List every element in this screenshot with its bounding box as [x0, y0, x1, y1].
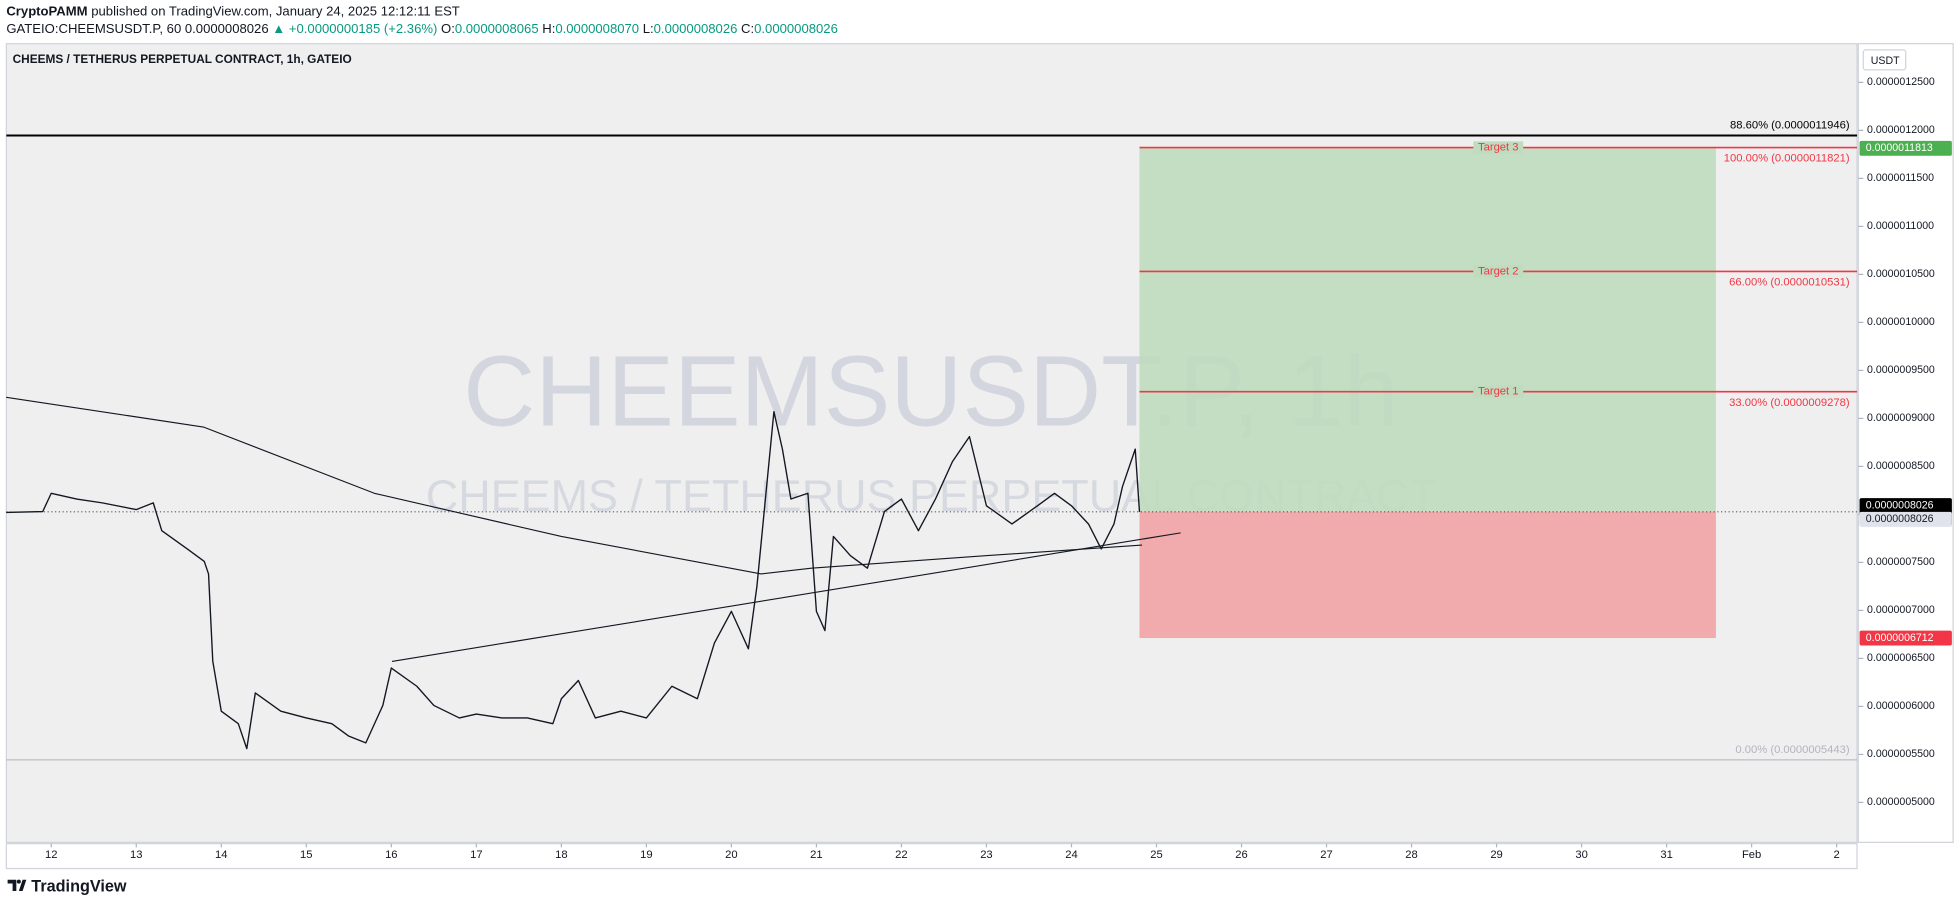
y-tick-label: 0.0000007500 [1867, 556, 1935, 568]
x-tick-label: 2 [1834, 849, 1840, 861]
y-tick-label: 0.0000012000 [1867, 124, 1935, 136]
x-tick-label: Feb [1742, 849, 1761, 861]
trend-line [391, 532, 1181, 662]
x-tick-label: 29 [1490, 849, 1502, 861]
target-label: 100.00% (0.0000011821) [1724, 153, 1850, 165]
y-tick-label: 0.0000011500 [1867, 172, 1934, 184]
y-tick-label: 0.0000005000 [1867, 796, 1935, 808]
x-tick-label: 21 [810, 849, 822, 861]
fib-level-label: 0.00% (0.0000005443) [1735, 744, 1849, 756]
price-tag-label: 0.0000008026 [1866, 499, 1934, 511]
target-label-bg [1473, 385, 1524, 398]
y-tick-label: 0.0000012500 [1867, 76, 1935, 88]
footer-brand: TradingView [31, 878, 127, 896]
x-tick-label: 16 [385, 849, 397, 861]
footer: TradingView [7, 878, 127, 896]
target-name: Target 3 [1478, 142, 1519, 154]
target-label: 33.00% (0.0000009278) [1729, 397, 1850, 409]
loss-zone [1139, 511, 1716, 639]
chart-title: CHEEMS / TETHERUS PERPETUAL CONTRACT, 1h… [13, 52, 352, 66]
price-tag-label: 0.0000011813 [1866, 142, 1933, 154]
y-tick-label: 0.0000005500 [1867, 748, 1935, 760]
x-tick-label: 17 [470, 849, 482, 861]
target-label-bg [1473, 265, 1524, 278]
price-axis [1857, 43, 1954, 843]
logo [7, 879, 27, 892]
plot-layer: 0.0000005000 0.0000005500 0.0000006000 0.00… [6, 76, 1952, 861]
target-name: Target 2 [1478, 265, 1519, 277]
price-tag [1859, 140, 1952, 156]
x-tick-label: 18 [555, 849, 567, 861]
x-tick-label: 19 [640, 849, 652, 861]
x-tick-label: 30 [1575, 849, 1587, 861]
ohlc-value: 0.0000008065 [455, 21, 539, 36]
y-tick-label: 0.0000010000 [1867, 316, 1935, 328]
y-tick-label: 0.0000010500 [1867, 268, 1935, 280]
x-tick-label: 14 [215, 849, 227, 861]
header-line: CryptoPAMM published on TradingView.com,… [6, 4, 459, 19]
x-tick-label: 28 [1405, 849, 1417, 861]
y-tick-label: 0.0000006500 [1867, 652, 1935, 664]
author: CryptoPAMM [6, 4, 87, 19]
currency: USDT [1871, 55, 1900, 67]
target-label-bg [1473, 141, 1524, 154]
price-tag-label: 0.0000006712 [1866, 632, 1934, 644]
price-tag [1859, 630, 1952, 646]
ohlc-value: 0.0000008070 [555, 21, 639, 36]
ohlc-label: H: [542, 21, 555, 36]
x-tick-label: 26 [1235, 849, 1247, 861]
ohlc-value: 0.0000008026 [754, 21, 838, 36]
ohlc-value: 0.0000008026 [654, 21, 738, 36]
logo [16, 879, 21, 884]
x-tick-label: 13 [130, 849, 142, 861]
time-axis [5, 842, 1858, 870]
y-tick-label: 0.0000006000 [1867, 700, 1935, 712]
x-tick-label: 15 [300, 849, 312, 861]
x-tick-label: 24 [1065, 849, 1077, 861]
y-tick-label: 0.0000009000 [1867, 412, 1935, 424]
price-tag-label: 0.0000008026 [1866, 513, 1934, 525]
change: ▲ +0.0000000185 (+2.36%) [272, 21, 437, 36]
x-tick-label: 31 [1660, 849, 1672, 861]
y-tick-label: 0.0000009500 [1867, 364, 1935, 376]
target-name: Target 1 [1478, 386, 1519, 398]
x-tick-label: 23 [980, 849, 992, 861]
profit-zone [1139, 147, 1716, 512]
target-label: 66.00% (0.0000010531) [1729, 277, 1850, 289]
moving-average [6, 396, 1143, 575]
ohlc-label: L: [643, 21, 654, 36]
price-tag [1859, 511, 1952, 527]
x-tick-label: 22 [895, 849, 907, 861]
x-tick-label: 12 [45, 849, 57, 861]
x-tick-label: 25 [1150, 849, 1162, 861]
symbol-line: GATEIO:CHEEMSUSDT.P, 60 0.0000008026 ▲ +… [6, 21, 838, 36]
symbol: GATEIO:CHEEMSUSDT.P, 60 [6, 21, 181, 36]
last-price: 0.0000008026 [185, 21, 269, 36]
ohlc-label: O: [441, 21, 455, 36]
y-tick-label: 0.0000011000 [1867, 220, 1934, 232]
x-tick-label: 20 [725, 849, 737, 861]
currency-box [1862, 49, 1907, 71]
price-line [6, 410, 1141, 750]
published: published on TradingView.com, January 24… [91, 4, 460, 19]
y-tick-label: 0.0000008500 [1867, 460, 1935, 472]
x-tick-label: 27 [1320, 849, 1332, 861]
ohlc-label: C: [741, 21, 754, 36]
y-tick-label: 0.0000007000 [1867, 604, 1935, 616]
fib-level-label: 88.60% (0.0000011946) [1730, 120, 1850, 132]
